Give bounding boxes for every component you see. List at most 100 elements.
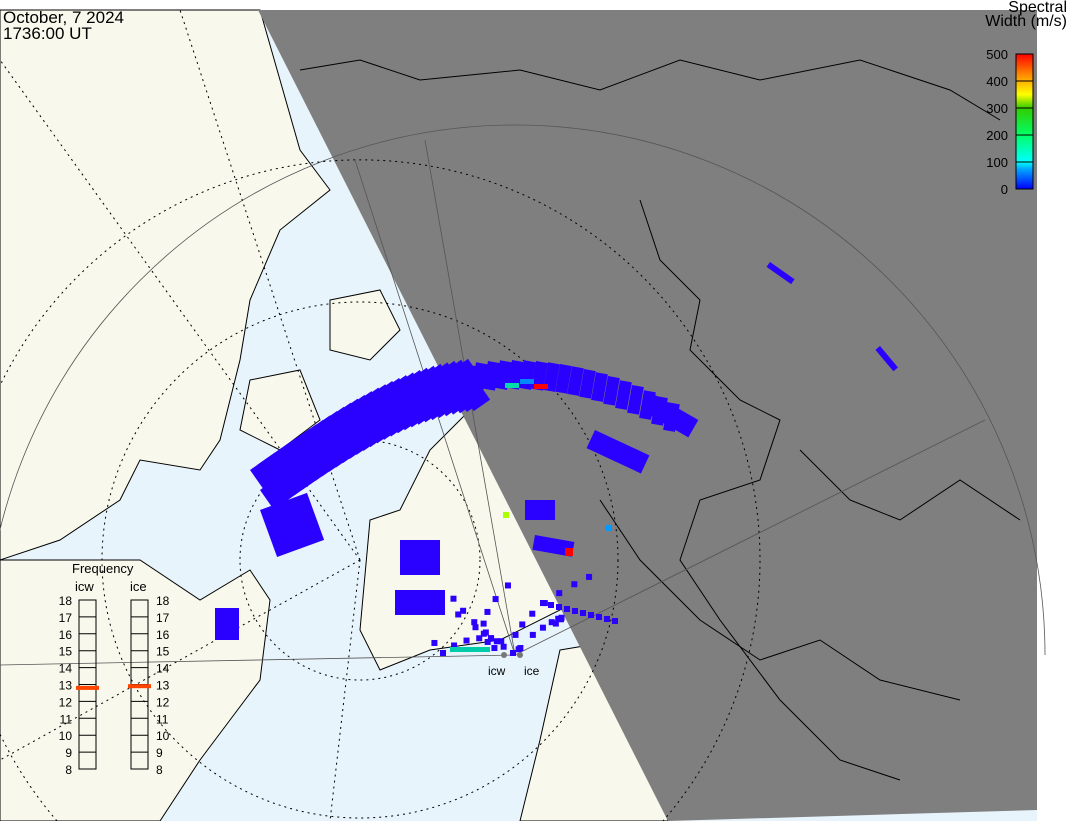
echo-cell xyxy=(596,614,602,620)
frequency-tick-label-ice: 15 xyxy=(156,645,170,659)
coastlines-night xyxy=(299,59,1021,781)
echo-cell xyxy=(476,635,483,642)
colorbar-tick-label: 100 xyxy=(986,155,1008,170)
colorbar-tick-label: 0 xyxy=(1001,182,1008,197)
echo-cell xyxy=(586,430,650,474)
echo-cell xyxy=(395,590,445,615)
echo-cell xyxy=(505,383,519,388)
date-label: October, 7 2024 xyxy=(3,8,124,27)
echo-cell xyxy=(484,608,491,615)
echo-cell xyxy=(579,369,596,399)
echo-cell xyxy=(591,372,608,402)
echo-cell xyxy=(450,595,457,602)
echo-cell xyxy=(512,631,519,638)
echo-cell xyxy=(472,624,479,631)
echo-cell xyxy=(556,604,562,610)
colorbar-tick-label: 300 xyxy=(986,101,1008,116)
echo-cell xyxy=(525,500,555,520)
echo-cell xyxy=(463,637,470,644)
frequency-tick-label-ice: 8 xyxy=(156,763,163,777)
colorbar-gradient xyxy=(1015,53,1034,190)
frequency-tick-label-icw: 15 xyxy=(59,645,73,659)
echo-cell xyxy=(586,573,593,580)
echo-cell xyxy=(572,608,578,614)
echo-cell xyxy=(431,639,438,646)
frequency-tick-label-icw: 17 xyxy=(59,611,73,625)
echo-cell xyxy=(215,608,239,640)
time-label: 1736:00 UT xyxy=(3,24,92,43)
echo-cell xyxy=(500,643,507,650)
echo-cell xyxy=(539,624,546,631)
echo-cell xyxy=(606,525,612,531)
frequency-tick-label-icw: 16 xyxy=(59,628,73,642)
colorbar-tick-label: 400 xyxy=(986,74,1008,89)
frequency-title: Frequency xyxy=(72,561,134,576)
colorbar-title-line2: Width (m/s) xyxy=(985,13,1067,30)
radar-label-ice: ice xyxy=(524,664,540,678)
echo-cell xyxy=(483,361,500,391)
frequency-tick-label-ice: 18 xyxy=(156,594,170,608)
echo-cell xyxy=(603,376,620,406)
echo-cell xyxy=(507,360,524,390)
echo-cell xyxy=(504,582,511,589)
frequency-tick-label-ice: 10 xyxy=(156,729,170,743)
echo-cell xyxy=(875,345,898,372)
echo-cell xyxy=(548,619,555,626)
echo-cell xyxy=(548,602,554,608)
echo-cell xyxy=(482,629,489,636)
echo-cell xyxy=(534,384,548,389)
echo-cell xyxy=(498,638,505,645)
colorbar-tick-label: 200 xyxy=(986,128,1008,143)
echo-cell xyxy=(612,618,618,624)
frequency-radar-icw: icw xyxy=(75,579,94,594)
echo-cell xyxy=(565,548,573,556)
echo-cell xyxy=(471,619,478,626)
frequency-tick-label-ice: 12 xyxy=(156,695,170,709)
echo-cell xyxy=(588,612,594,618)
frequency-panel: Frequency icw ice 8 8 9 9 10 10 11 11 12 12 13 13 14… xyxy=(59,561,170,777)
radar-label-icw: icw xyxy=(488,664,506,678)
echo-cell xyxy=(495,360,512,390)
echo-cell xyxy=(645,395,699,438)
echo-cell xyxy=(552,620,559,627)
echo-cell xyxy=(580,610,586,616)
echo-cell xyxy=(567,366,584,396)
echo-cell xyxy=(480,620,487,627)
echo-cell xyxy=(766,262,795,285)
frequency-tick-label-ice: 13 xyxy=(156,679,170,693)
echo-cell xyxy=(493,638,500,645)
frequency-radar-ice: ice xyxy=(130,579,147,594)
echo-cell xyxy=(459,364,476,394)
frequency-tick-label-icw: 13 xyxy=(59,679,73,693)
latitude-circles xyxy=(0,124,1046,656)
frequency-tick-label-icw: 8 xyxy=(65,763,72,777)
echo-cell xyxy=(571,581,578,588)
echo-cell xyxy=(555,364,572,394)
echo-cell xyxy=(615,380,632,410)
frequency-tick-label-icw: 14 xyxy=(59,662,73,676)
echo-cell xyxy=(450,647,490,652)
frequency-tick-label-icw: 12 xyxy=(59,695,73,709)
echo-cell xyxy=(531,361,548,391)
frequency-tick-label-ice: 17 xyxy=(156,611,170,625)
echo-cell xyxy=(440,650,446,656)
echo-cell xyxy=(455,611,462,618)
radar-site-icw xyxy=(501,652,507,658)
echo-cell xyxy=(519,621,526,628)
echo-cell xyxy=(520,379,534,384)
frequency-tick-label-icw: 9 xyxy=(65,746,72,760)
echo-cell xyxy=(260,492,325,557)
echo-cell xyxy=(604,616,610,622)
echo-cell xyxy=(492,596,499,603)
echo-cell xyxy=(540,600,546,606)
spectral-width-colorbar: 500 400 300 200 100 0 xyxy=(986,47,1034,197)
echo-cell xyxy=(484,638,491,645)
radar-labels: icw ice xyxy=(488,652,540,678)
frequency-marker-icw xyxy=(76,685,99,690)
echo-cell xyxy=(515,646,522,653)
frequency-tick-label-ice: 9 xyxy=(156,746,163,760)
echo-cell xyxy=(447,366,464,396)
frequency-tick-label-ice: 11 xyxy=(156,712,169,726)
radar-echoes xyxy=(215,262,898,656)
